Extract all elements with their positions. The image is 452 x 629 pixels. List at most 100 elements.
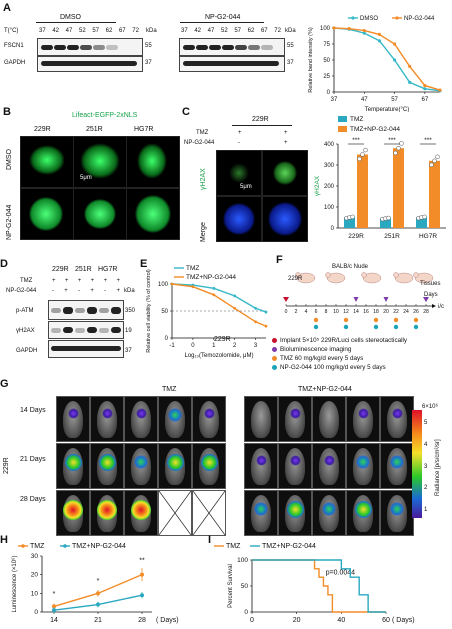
i-xtick-label: 20 [293,617,301,624]
bli-mouse-image [158,396,192,442]
bli-signal [254,501,268,516]
c-dot [357,156,362,162]
bli-signal [354,500,372,518]
f-days: Days [424,292,438,298]
a-legend-marker [395,16,399,20]
f-tissues: Tissues [420,281,441,287]
bli-mouse-image [56,443,90,489]
h-xtick-label: 14 [50,617,58,624]
mouse-body [285,401,305,438]
d-col-229r: 229R [52,266,69,273]
d-tmz-sign: + [64,278,69,284]
f-axis-arrow [432,304,436,308]
bli-signal [255,455,267,467]
h-legend-marker [63,544,67,548]
f-legend-text: Bioluminescence imaging [280,346,352,353]
h-significance: ** [139,557,145,564]
e-ytick-label: 0 [165,336,169,342]
a-point [362,31,366,35]
f-tick-label: 24 [403,309,409,315]
panel-letter-h: H [0,534,8,546]
micro-c-tmz-gh2ax [216,150,262,196]
bli-mouse-image [244,396,278,442]
temp-52: 52 [220,28,228,34]
c-dot [393,150,398,156]
bli-signal [97,500,117,520]
h-legend-label: TMZ [30,543,45,550]
g-day-14: 14 Days [20,407,46,414]
temp-42: 42 [194,28,202,34]
e-cell-label: 229R [214,336,231,343]
kda-gapdh-np: 37 [287,60,294,66]
d-col-251r: 251R [75,266,92,273]
f-tick-label: 14 [353,309,359,315]
np-dose-marker [343,324,349,330]
bli-mouse-image [158,443,192,489]
e-point [264,324,268,328]
bli-signal [135,408,147,420]
h-ytick-label: 30 [31,553,39,560]
np-dose-marker [373,324,379,330]
temp-67: 67 [118,28,126,34]
bli-mouse-image [124,490,158,536]
f-legend-item: Bioluminescence imaging [272,345,452,354]
bli-mouse-image [278,396,312,442]
bli-signal [166,453,184,471]
a-ytick-label: 50 [323,58,330,64]
implant-marker [283,297,289,302]
cell-229r-c: 229R [252,116,269,123]
a-ytick-label: 100 [320,26,331,32]
mouse-body [63,401,83,438]
c-significance: *** [424,137,432,144]
e-point [212,293,216,297]
row-np: NP-G2-044 [6,204,13,240]
bli-mouse-image [124,443,158,489]
d-np-sign: + [116,288,120,294]
f-legend-text: Implant 5×10⁵ 229R/Luci cells stereotact… [280,337,408,344]
c-bar [429,160,440,228]
c-significance: *** [352,137,360,144]
bli-mouse-image [192,396,226,442]
bli-mouse-image [90,396,124,442]
cross-icon [158,490,192,536]
a-legend-marker [351,16,355,20]
bli-mouse-image [90,490,124,536]
bli-signal [63,500,83,520]
g-scale-tick: 2 [424,485,428,492]
h-point [140,572,144,577]
g-day-28: 28 Days [20,496,46,503]
blot-fscn1-dmso [37,38,143,56]
kda-label-a: kDa [146,28,157,34]
c-dot [429,162,434,168]
tmz-dose-marker [313,317,319,323]
f-tick-label: 0 [285,309,288,315]
panel-letter-g: G [0,378,9,390]
f-mouse-icon [296,272,316,284]
e-ytick-label: 100 [158,282,169,288]
bli-mouse-image [346,396,380,442]
g-side-label: 229R [3,457,10,474]
f-tick-label: 10 [333,309,339,315]
a-series-line-1 [333,27,441,91]
temp-62: 62 [105,28,113,34]
h-point [96,602,100,607]
bli-signal [391,408,403,420]
a-point [377,32,382,36]
bli-mouse-image [278,443,312,489]
panel-letter-e: E [140,258,148,270]
bli-mouse-image [278,490,312,536]
g-scale-title: Radiance [p/s/cm²/sr] [435,439,441,496]
i-xlabel: ( Days) [392,617,415,624]
a-point [362,28,366,33]
d-kda-19: 19 [125,328,132,334]
bli-mouse-image [90,443,124,489]
e-point [254,320,257,324]
d-kda-350: 350 [125,308,136,314]
f-tick-label: 22 [393,309,399,315]
f-tick-label: 18 [373,309,379,315]
kda-label-a2: kDa [285,28,296,34]
thermal-shift-chart: 0 25 50 75 100 37 47 57 67 Temperature(°C) Relativ… [308,16,442,112]
d-np-sign: - [104,288,107,294]
g-scale-tick: 4 [424,441,428,448]
